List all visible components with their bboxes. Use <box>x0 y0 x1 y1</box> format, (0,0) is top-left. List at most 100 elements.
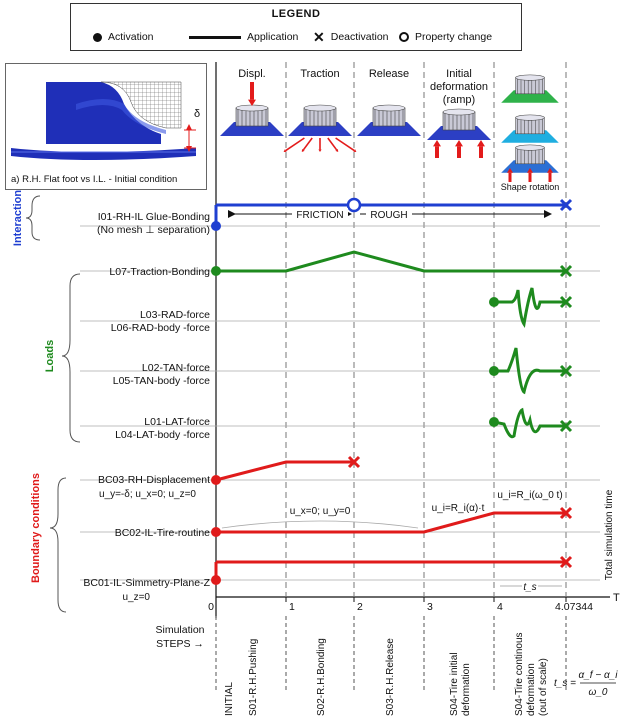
arrow-rot-0-head <box>507 168 513 173</box>
row-l01-line2: L04-LAT-body -force <box>115 429 210 441</box>
steps-header-line1: Simulation <box>155 624 204 636</box>
l07-application-line <box>216 250 566 273</box>
step-label-4-line-1: deformation <box>461 663 472 716</box>
formula-numerator: α_f − α_i <box>579 670 619 681</box>
tire-initial <box>427 108 491 140</box>
row-bc01-condition: u_z=0 <box>122 592 150 603</box>
shape-rotation-label: Shape rotation <box>501 182 560 192</box>
row-i01-line1: I01-RH-IL Glue-Bonding <box>98 211 210 223</box>
deactivation-cross-icon: ✕ <box>313 29 325 45</box>
tick-label-1: 1 <box>289 601 295 613</box>
l02-deactivation-cross <box>559 364 573 378</box>
legend-box: LEGEND Activation Application ✕ Deactiva… <box>70 3 522 51</box>
bc03-activation-dot <box>211 475 221 485</box>
row-bc03: BC03-RH-Displacement <box>98 474 210 486</box>
tick-label-0: 0 <box>208 601 214 613</box>
arrow-traction-0-shaft <box>285 137 305 152</box>
steps-header-line2: STEPS → <box>156 638 204 650</box>
arrow-traction-4-shaft <box>335 137 355 152</box>
row-bc01: BC01-IL-Simmetry-Plane-Z <box>83 577 210 589</box>
phase-traction: Traction <box>300 68 339 80</box>
formula-lhs: t_s = <box>554 678 576 689</box>
tire-rot-2 <box>501 114 559 143</box>
l07-activation-dot <box>211 266 221 276</box>
step-label-2-line-0: S02-R.H.Bonding <box>316 638 327 716</box>
row-l03-line1: L03-RAD-force <box>140 309 210 321</box>
row-bc02: BC02-IL-Tire-routine <box>115 527 210 539</box>
legend-property-change: Property change <box>399 31 492 43</box>
formula-denominator: ω_0 <box>589 687 608 698</box>
step-labels: INITIAL S01-R.H.Pushing S02-R.H.Bonding S03… <box>224 632 549 716</box>
activation-dot-icon <box>93 32 102 42</box>
legend-property-change-label: Property change <box>415 31 493 43</box>
tick-label-3: 3 <box>427 601 433 613</box>
ts-label: t_s <box>523 582 536 593</box>
legend-title: LEGEND <box>271 8 321 20</box>
bc03-deactivation-cross <box>347 455 361 469</box>
bc02-deactivation-cross <box>559 506 573 520</box>
bc02-application-line <box>216 511 566 534</box>
application-line-icon <box>189 35 241 39</box>
rough-bg <box>366 208 412 220</box>
delta-label: δ <box>194 108 201 120</box>
step-label-4-line-0: S04-Tire initial <box>449 652 460 716</box>
legend-deactivation-label: Deactivation <box>330 31 389 43</box>
row-l03-line2: L06-RAD-body -force <box>111 322 210 334</box>
steps-separators <box>215 616 567 690</box>
boundary-brace <box>49 477 67 613</box>
row-l02-line2: L05-TAN-body -force <box>113 375 210 387</box>
bc01-activation-dot <box>211 575 221 585</box>
tire-thumbnails <box>220 74 559 182</box>
time-axis-ticks: 0 1 2 3 4 4.07344 <box>208 597 593 613</box>
tick-label-4: 4 <box>497 601 503 613</box>
tick-label-5: 4.07344 <box>555 601 593 613</box>
phase-initial-line3: (ramp) <box>443 94 475 106</box>
step-separators <box>285 62 567 597</box>
l01-deactivation-cross <box>559 419 573 433</box>
legend-application: Application <box>189 31 298 43</box>
foot-contact-image <box>11 81 196 160</box>
phase-initial-line1: Initial <box>446 68 472 80</box>
inset-caption: a) R.H. Flat foot vs I.L. - Initial cond… <box>11 174 178 185</box>
bc01-deactivation-cross <box>559 555 573 569</box>
l07-deactivation-cross <box>559 264 573 278</box>
loads-brace <box>61 273 81 443</box>
row-l01-line1: L01-LAT-force <box>144 416 210 428</box>
row-l07: L07-Traction-Bonding <box>109 266 210 278</box>
tire-rot-1 <box>501 74 559 103</box>
arrow-initial-1-head <box>455 140 463 147</box>
bc02-activation-dot <box>211 527 221 537</box>
tick-label-2: 2 <box>357 601 363 613</box>
l02-activation-dot <box>489 366 499 376</box>
step-label-5-line-0: S04-Tire continous <box>514 632 525 716</box>
row-l02-line1: L02-TAN-force <box>142 362 210 374</box>
arrow-rot-2-head <box>547 168 553 173</box>
l01-activation-dot <box>489 417 499 427</box>
step-label-1-line-0: S01-R.H.Pushing <box>248 639 259 716</box>
step-label-5-line-2: (out of scale) <box>538 658 549 716</box>
arrow-rot-1-head <box>527 168 533 173</box>
time-axis-label: T <box>613 592 620 604</box>
legend-deactivation: ✕ Deactivation <box>313 29 389 45</box>
tire-displ <box>220 104 284 136</box>
row-bc03-condition: u_y=-δ; u_x=0; u_z=0 <box>99 489 196 500</box>
rough-label: ROUGH <box>370 210 407 221</box>
i01-property-change-ring <box>346 197 362 213</box>
property-change-ring-icon <box>399 32 409 42</box>
l03-deactivation-cross <box>559 295 573 309</box>
arrow-traction-1-head <box>301 148 305 152</box>
group-interaction-label: Interaction <box>12 190 24 247</box>
tire-traction <box>288 104 352 136</box>
step-label-3-line-0: S03-R.H.Release <box>385 638 396 716</box>
bc03-application-line <box>215 460 354 482</box>
arrow-traction-1-shaft <box>302 137 313 151</box>
group-boundary-label: Boundary conditions <box>30 473 42 583</box>
friction-bg <box>292 208 348 220</box>
l03-force-curve <box>494 287 566 328</box>
friction-label: FRICTION <box>296 210 343 221</box>
bc02-span-bracket <box>221 520 419 529</box>
legend-application-label: Application <box>247 31 299 43</box>
legend-activation: Activation <box>93 31 154 43</box>
phase-displ: Displ. <box>238 68 266 80</box>
